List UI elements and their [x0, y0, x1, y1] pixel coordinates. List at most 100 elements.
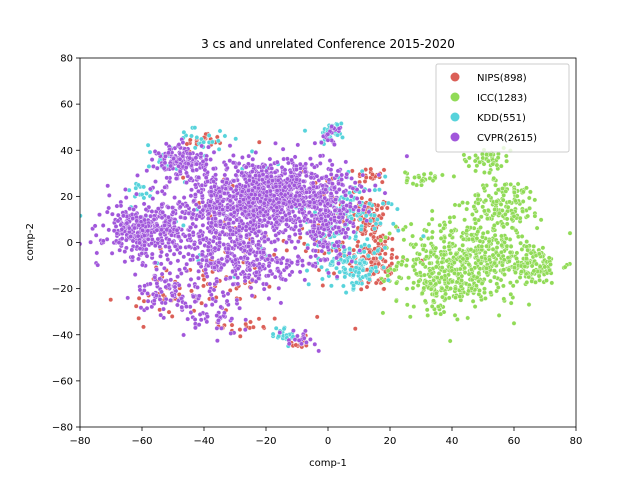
- data-point: [261, 286, 267, 292]
- data-point: [140, 222, 146, 228]
- data-point: [227, 227, 233, 233]
- data-point: [308, 218, 314, 224]
- data-point: [158, 227, 164, 233]
- data-point: [317, 207, 323, 213]
- data-point: [452, 286, 458, 292]
- data-point: [121, 213, 126, 219]
- data-point: [390, 221, 396, 227]
- data-point: [337, 269, 343, 275]
- data-point: [134, 191, 139, 197]
- data-point: [428, 171, 434, 176]
- data-point: [327, 158, 333, 164]
- data-point: [508, 244, 514, 249]
- data-point: [274, 188, 280, 194]
- data-point: [189, 133, 194, 139]
- data-point: [495, 155, 501, 161]
- data-point: [537, 264, 543, 269]
- data-point: [438, 235, 444, 241]
- data-point: [454, 316, 460, 322]
- data-point: [358, 216, 363, 222]
- data-point: [213, 222, 219, 228]
- data-point: [506, 258, 512, 264]
- data-point: [393, 298, 399, 304]
- data-point: [210, 296, 216, 302]
- data-point: [492, 207, 498, 212]
- data-point: [250, 156, 256, 162]
- data-point: [361, 249, 367, 255]
- data-point: [226, 221, 232, 227]
- data-point: [164, 175, 170, 181]
- data-point: [412, 175, 417, 180]
- data-point: [243, 164, 249, 170]
- data-point: [325, 244, 330, 250]
- data-point: [372, 187, 378, 193]
- data-point: [528, 189, 533, 195]
- data-point: [298, 223, 304, 229]
- data-point: [123, 187, 128, 192]
- data-point: [178, 214, 184, 220]
- data-point: [447, 215, 453, 221]
- data-point: [470, 236, 475, 242]
- data-point: [199, 143, 205, 149]
- data-point: [214, 279, 220, 284]
- data-point: [479, 280, 485, 286]
- data-point: [364, 218, 370, 224]
- data-point: [420, 233, 426, 239]
- data-point: [399, 262, 404, 267]
- data-point: [498, 201, 504, 207]
- data-point: [256, 228, 262, 234]
- data-point: [371, 234, 376, 240]
- data-point: [334, 265, 339, 271]
- data-point: [157, 276, 163, 282]
- data-point: [292, 154, 298, 160]
- data-point: [255, 242, 261, 247]
- data-point: [394, 263, 399, 269]
- data-point: [307, 336, 313, 342]
- data-point: [186, 251, 191, 257]
- data-point: [168, 297, 173, 303]
- data-point: [511, 320, 517, 326]
- data-point: [240, 269, 246, 275]
- data-point: [137, 287, 143, 293]
- data-point: [469, 212, 475, 217]
- data-point: [139, 251, 145, 256]
- data-point: [216, 317, 221, 323]
- data-point: [194, 254, 200, 260]
- data-point: [284, 217, 290, 223]
- data-point: [350, 185, 356, 191]
- data-point: [201, 277, 207, 282]
- data-point: [435, 259, 440, 265]
- data-point: [522, 263, 528, 269]
- data-point: [373, 280, 379, 286]
- data-point: [92, 223, 98, 229]
- data-point: [267, 156, 273, 162]
- data-point: [152, 274, 158, 280]
- data-point: [242, 183, 248, 189]
- data-point: [271, 252, 277, 258]
- data-point: [415, 282, 421, 288]
- data-point: [218, 194, 223, 199]
- data-point: [284, 222, 289, 227]
- data-point: [260, 164, 266, 170]
- data-point: [305, 245, 311, 251]
- data-point: [376, 187, 382, 193]
- data-point: [353, 204, 358, 210]
- data-point: [225, 254, 231, 259]
- data-point: [314, 173, 320, 179]
- data-point: [538, 217, 544, 223]
- data-point: [286, 234, 292, 240]
- data-point: [253, 269, 259, 275]
- data-point: [233, 172, 239, 178]
- data-point: [140, 227, 146, 233]
- data-point: [222, 172, 228, 178]
- data-point: [328, 167, 334, 173]
- data-point: [241, 197, 246, 203]
- legend-marker-0: [450, 72, 460, 82]
- data-point: [491, 268, 497, 274]
- data-point: [362, 259, 367, 265]
- data-point: [354, 243, 360, 249]
- data-point: [447, 219, 453, 225]
- data-point: [159, 289, 164, 295]
- data-point: [501, 267, 507, 273]
